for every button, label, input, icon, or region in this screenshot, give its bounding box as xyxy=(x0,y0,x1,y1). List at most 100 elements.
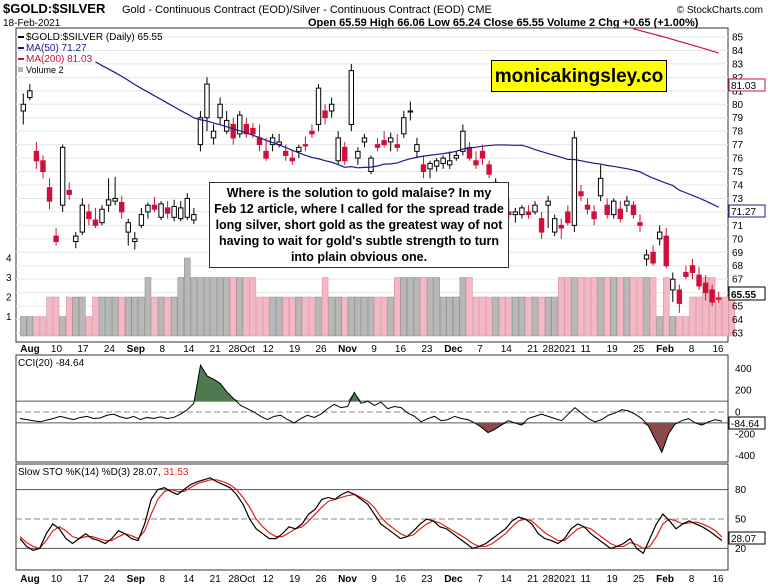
x-tick-label: 14 xyxy=(501,574,513,585)
stoch-tick-label: 50 xyxy=(735,515,747,526)
ma50-line xyxy=(95,61,719,208)
candle-body xyxy=(584,204,591,210)
candle xyxy=(158,201,164,220)
ohlc-readout: Open 65.59 High 66.06 Low 65.24 Close 65… xyxy=(308,17,699,29)
candle-body xyxy=(407,110,414,113)
volume-bar xyxy=(184,257,191,337)
candle xyxy=(466,141,473,161)
watermark: © StockCharts.com xyxy=(677,5,763,16)
candle xyxy=(309,124,315,138)
x-axis-labels-bottom: Aug 10 17 24 Sep 8 14 21 28Oct 12 19 26 Nov 9 16 23 Dec 7… xyxy=(20,574,724,585)
price-tick-label: 73 xyxy=(732,194,744,205)
candle-body xyxy=(414,144,420,152)
candle xyxy=(656,225,663,246)
ma200-value-text: 81.03 xyxy=(731,81,756,92)
close-value-text: 65.55 xyxy=(731,290,756,301)
x-tick-label: 282021 xyxy=(543,344,577,355)
x-tick-label: Aug xyxy=(20,344,39,355)
volume-bar xyxy=(525,296,532,337)
candle xyxy=(40,155,46,179)
volume-bar xyxy=(663,277,670,337)
x-tick-label: 19 xyxy=(289,574,301,585)
candle xyxy=(296,144,302,159)
volume-bar xyxy=(79,296,86,337)
candle-body xyxy=(656,231,663,240)
volume-bar xyxy=(531,296,539,337)
ma200-value-tag: 81.03 xyxy=(728,78,766,92)
x-tick-label: 28Oct xyxy=(228,344,255,355)
close-value-tag: 65.55 xyxy=(728,286,766,301)
candle-body xyxy=(309,130,315,135)
x-tick-label: 8 xyxy=(160,344,166,355)
x-tick-label: 21 xyxy=(527,344,539,355)
volume-bar xyxy=(630,277,637,337)
volume-bar xyxy=(485,296,493,337)
candle xyxy=(420,155,427,179)
volume-bar xyxy=(59,316,66,337)
cci-tick-label: 400 xyxy=(735,364,752,375)
volume-bar xyxy=(439,296,447,337)
volume-bar xyxy=(131,296,139,337)
candle xyxy=(696,267,702,290)
candle-body xyxy=(387,137,394,143)
volume-bar xyxy=(92,296,99,337)
x-tick-label: 11 xyxy=(580,574,591,585)
candle xyxy=(33,141,40,169)
price-tick-label: 83 xyxy=(732,59,744,70)
x-tick-label: 16 xyxy=(395,344,407,355)
candle xyxy=(584,198,591,215)
candle xyxy=(512,207,519,223)
volume-bar xyxy=(656,316,663,337)
candle xyxy=(381,131,387,148)
x-tick-label: 10 xyxy=(51,574,63,585)
volume-bar xyxy=(577,277,585,337)
candle xyxy=(447,151,453,169)
candle-body xyxy=(20,103,26,112)
cci-tick-label: -200 xyxy=(735,429,755,440)
candle xyxy=(689,259,696,280)
candle xyxy=(630,201,637,219)
candle-body xyxy=(578,191,584,197)
volume-bar xyxy=(407,277,414,337)
volume-bar xyxy=(72,296,79,337)
candle-body xyxy=(624,200,630,206)
x-tick-label: 14 xyxy=(183,344,195,355)
candle-body xyxy=(53,235,59,243)
volume-bar xyxy=(564,277,572,337)
candle xyxy=(145,202,151,219)
candle-body xyxy=(256,137,263,146)
candle xyxy=(552,214,558,237)
volume-bar xyxy=(289,296,296,337)
volume-bar xyxy=(151,296,158,337)
volume-bar xyxy=(105,296,112,337)
candle xyxy=(683,265,689,280)
volume-bar xyxy=(669,316,677,337)
x-tick-label: 21 xyxy=(210,344,222,355)
candle-body xyxy=(40,160,46,173)
candle-body xyxy=(696,274,702,287)
candle xyxy=(624,195,630,212)
volume-bar xyxy=(190,277,198,337)
volume-bar xyxy=(46,296,53,337)
candle xyxy=(414,137,420,159)
volume-bar xyxy=(177,277,184,337)
candle xyxy=(112,176,118,206)
x-tick-label: 282021 xyxy=(543,574,577,585)
candle-body xyxy=(427,162,433,170)
cci-negative-fill xyxy=(20,422,722,453)
volume-bar xyxy=(26,316,34,337)
candle xyxy=(289,150,295,165)
candle-body xyxy=(394,144,400,148)
candle xyxy=(105,178,112,212)
candle-body xyxy=(105,199,112,206)
x-tick-label: Feb xyxy=(656,574,674,585)
candle-body xyxy=(283,150,289,156)
candle-body xyxy=(604,204,610,216)
candle xyxy=(558,218,564,239)
x-tick-label: 7 xyxy=(477,574,483,585)
candle xyxy=(342,141,348,165)
candle-body xyxy=(460,130,466,152)
candle xyxy=(348,63,355,132)
candle-body xyxy=(650,251,656,264)
candle xyxy=(637,214,643,233)
